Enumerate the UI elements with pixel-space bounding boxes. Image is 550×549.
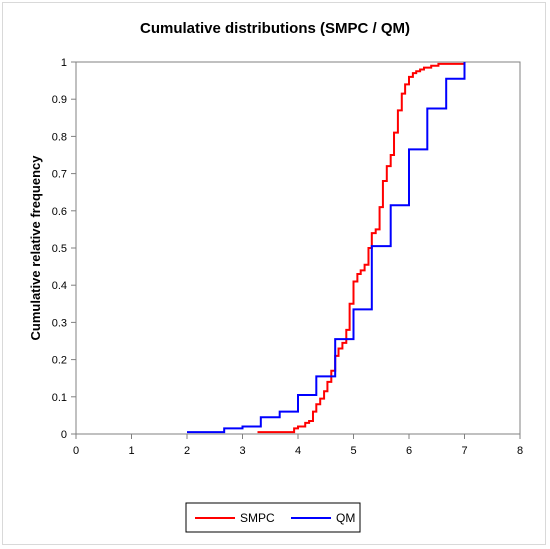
x-axis: 0 1 2 3 4 5 6 7 8 [73,434,523,457]
y-tick-label: 0.5 [52,243,67,255]
series-smpc-line [257,62,466,434]
chart-title: Cumulative distributions (SMPC / QM) [140,20,410,37]
chart-area [2,2,546,545]
x-tick-label: 6 [406,445,412,457]
y-tick-label: 0.6 [52,206,67,218]
series-qm-line [187,62,466,434]
y-tick-label: 0.9 [52,94,67,106]
y-tick-label: 0.8 [52,131,67,143]
x-tick-label: 5 [350,445,356,457]
series-layer [187,62,466,434]
x-tick-label: 3 [239,445,245,457]
legend-label-qm: QM [336,511,355,525]
y-tick-label: 0 [61,429,67,441]
x-tick-label: 1 [128,445,134,457]
plot-area-border [75,61,521,435]
x-tick-label: 7 [461,445,467,457]
x-tick-label: 2 [184,445,190,457]
y-tick-label: 0.7 [52,169,67,181]
y-tick-label: 0.1 [52,392,67,404]
x-tick-label: 4 [295,445,301,457]
x-tick-label: 0 [73,445,79,457]
y-tick-label: 0.3 [52,317,67,329]
y-tick-label: 0.4 [52,280,67,292]
x-tick-label: 8 [517,445,523,457]
y-axis: 0 0.1 0.2 0.3 0.4 0.5 0.6 0.7 0.8 0.9 1 [52,57,76,441]
legend: SMPC QM [185,502,361,533]
legend-label-smpc: SMPC [240,511,275,525]
y-tick-label: 1 [61,57,67,69]
y-axis-title: Cumulative relative frequency [28,155,43,341]
y-tick-label: 0.2 [52,355,67,367]
